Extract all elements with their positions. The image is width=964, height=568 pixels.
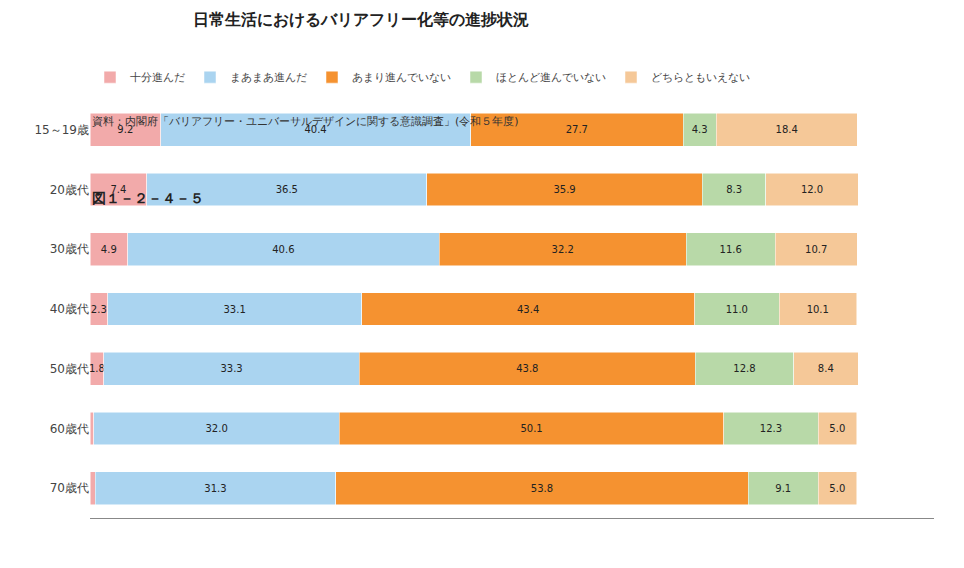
svg-text:まあまあ進んだ: まあまあ進んだ: [230, 71, 307, 84]
svg-text:53.8: 53.8: [531, 483, 553, 494]
svg-text:12.3: 12.3: [760, 423, 782, 434]
svg-text:20歳代: 20歳代: [50, 183, 89, 197]
svg-text:33.3: 33.3: [220, 363, 242, 374]
svg-text:31.3: 31.3: [204, 483, 226, 494]
svg-text:12.0: 12.0: [801, 184, 823, 195]
svg-text:40.6: 40.6: [272, 244, 294, 255]
svg-text:50.1: 50.1: [520, 423, 542, 434]
svg-text:50歳代: 50歳代: [50, 362, 89, 376]
svg-text:5.0: 5.0: [829, 423, 845, 434]
svg-text:ほとんど進んでいない: ほとんど進んでいない: [496, 71, 606, 84]
svg-text:43.4: 43.4: [517, 304, 539, 315]
svg-text:43.8: 43.8: [516, 363, 538, 374]
svg-text:35.9: 35.9: [553, 184, 575, 195]
svg-text:8.3: 8.3: [726, 184, 742, 195]
svg-text:1.8: 1.8: [89, 363, 105, 374]
svg-text:32.2: 32.2: [552, 244, 574, 255]
svg-text:33.1: 33.1: [223, 304, 245, 315]
svg-text:日常生活におけるバリアフリー化等の進捗状況: 日常生活におけるバリアフリー化等の進捗状況: [193, 10, 529, 29]
svg-text:40歳代: 40歳代: [50, 302, 89, 316]
svg-text:10.7: 10.7: [805, 244, 827, 255]
svg-text:7.4: 7.4: [110, 184, 126, 195]
svg-text:十分進んだ: 十分進んだ: [130, 71, 185, 84]
svg-text:36.5: 36.5: [276, 184, 298, 195]
svg-text:11.0: 11.0: [726, 304, 748, 315]
svg-text:どちらともいえない: どちらともいえない: [651, 71, 750, 84]
svg-text:18.4: 18.4: [776, 124, 798, 135]
svg-text:10.1: 10.1: [807, 304, 829, 315]
svg-text:8.4: 8.4: [818, 363, 834, 374]
svg-text:40.4: 40.4: [304, 124, 326, 135]
svg-text:30歳代: 30歳代: [50, 242, 89, 256]
svg-text:15～19歳: 15～19歳: [34, 123, 89, 137]
svg-text:9.2: 9.2: [117, 124, 133, 135]
svg-text:図１－２－４－５: 図１－２－４－５: [92, 190, 204, 206]
svg-text:5.0: 5.0: [829, 483, 845, 494]
svg-text:60歳代: 60歳代: [50, 422, 89, 436]
svg-text:70歳代: 70歳代: [50, 481, 89, 495]
svg-text:2.3: 2.3: [91, 304, 107, 315]
svg-text:4.9: 4.9: [101, 244, 117, 255]
svg-text:32.0: 32.0: [205, 423, 227, 434]
svg-text:12.8: 12.8: [733, 363, 755, 374]
svg-text:11.6: 11.6: [720, 244, 742, 255]
svg-text:9.1: 9.1: [775, 483, 791, 494]
svg-text:あまり進んでいない: あまり進んでいない: [352, 71, 451, 84]
svg-text:資料：内閣府「バリアフリー・ユニバーサルデザインに関する意識: 資料：内閣府「バリアフリー・ユニバーサルデザインに関する意識調査」(令和５年度): [92, 115, 519, 128]
svg-text:4.3: 4.3: [692, 124, 708, 135]
svg-text:27.7: 27.7: [566, 124, 588, 135]
